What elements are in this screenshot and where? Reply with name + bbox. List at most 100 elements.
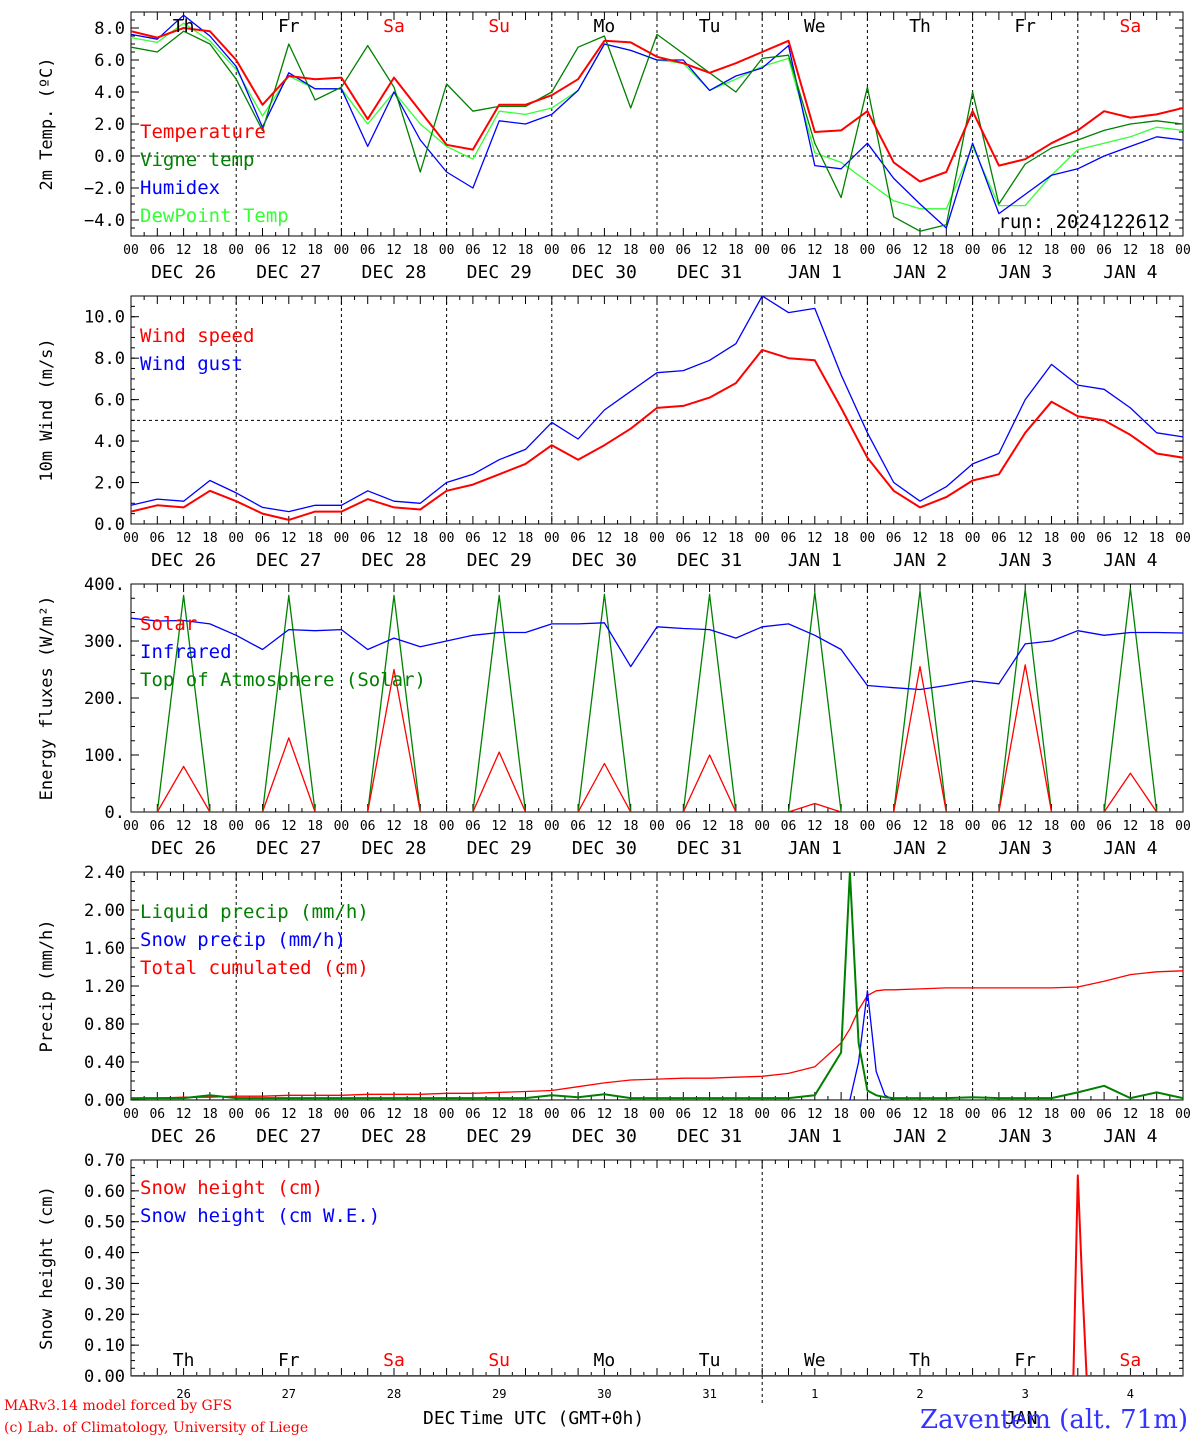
day-label: DEC 29 bbox=[467, 550, 532, 571]
day-number: 27 bbox=[282, 1387, 296, 1401]
hour-tick-label: 00 bbox=[754, 819, 770, 834]
x-ticks bbox=[130, 12, 1184, 236]
hour-tick-label: 18 bbox=[518, 531, 534, 546]
day-number-labels: 26 27 28 29 30 31 1 2 3 4 bbox=[176, 1387, 1134, 1401]
weekday-label: Th bbox=[173, 1350, 195, 1371]
legend-entry: Total cumulated (cm) bbox=[140, 957, 369, 979]
hour-tick-label: 18 bbox=[307, 531, 323, 546]
y-tick-label: 6.0 bbox=[94, 391, 125, 411]
day-label: JAN 4 bbox=[1103, 550, 1157, 571]
hour-tick-label: 06 bbox=[781, 531, 797, 546]
day-label: DEC 26 bbox=[151, 838, 216, 859]
y-tick-label: 2.40 bbox=[84, 863, 125, 883]
hour-tick-label: 18 bbox=[412, 1107, 428, 1122]
day-number: 28 bbox=[387, 1387, 401, 1401]
month-right-label: JAN bbox=[1005, 1408, 1038, 1429]
day-label: DEC 26 bbox=[151, 550, 216, 571]
y-tick-label: 0. bbox=[105, 803, 125, 823]
hour-tick-label: 06 bbox=[149, 819, 165, 834]
y-tick-label: 0.20 bbox=[84, 1305, 125, 1325]
hour-tick-label: 18 bbox=[518, 243, 534, 258]
hour-tick-label: 18 bbox=[307, 819, 323, 834]
hour-tick-label: 12 bbox=[702, 243, 718, 258]
hour-tick-label: 06 bbox=[255, 1107, 271, 1122]
legend-entry: Vigne temp bbox=[140, 149, 254, 171]
hour-tick-label: 00 bbox=[123, 1107, 139, 1122]
y-axis-title: 10m Wind (m/s) bbox=[37, 338, 57, 481]
day-label: DEC 31 bbox=[677, 1126, 742, 1147]
x-tick-labels: 00 06 12 18 00 06 12 18 00 06 12 18 00 06 12 18 00 06 12 18… bbox=[123, 819, 1191, 859]
hour-tick-label: 06 bbox=[570, 243, 586, 258]
y-tick-label: 4.0 bbox=[94, 83, 125, 103]
day-label: JAN 3 bbox=[998, 838, 1052, 859]
hour-tick-label: 18 bbox=[412, 243, 428, 258]
weekday-label: Fr bbox=[278, 16, 300, 37]
series-line-3 bbox=[131, 14, 1183, 229]
hour-tick-label: 06 bbox=[149, 243, 165, 258]
y-tick-label: 4.0 bbox=[94, 432, 125, 452]
hour-tick-label: 12 bbox=[281, 819, 297, 834]
hour-tick-label: 06 bbox=[781, 819, 797, 834]
hour-tick-label: 00 bbox=[1175, 243, 1191, 258]
hour-tick-label: 00 bbox=[965, 531, 981, 546]
day-label: JAN 2 bbox=[893, 1126, 947, 1147]
hour-tick-label: 06 bbox=[781, 1107, 797, 1122]
hour-tick-label: 12 bbox=[1123, 1107, 1139, 1122]
hour-tick-label: 12 bbox=[1123, 531, 1139, 546]
hour-tick-label: 18 bbox=[938, 243, 954, 258]
day-label: DEC 28 bbox=[361, 1126, 426, 1147]
hour-tick-label: 18 bbox=[1044, 819, 1060, 834]
hour-tick-label: 18 bbox=[307, 1107, 323, 1122]
hour-tick-label: 12 bbox=[702, 531, 718, 546]
series-line-3 bbox=[131, 970, 1183, 1100]
hour-tick-label: 12 bbox=[597, 1107, 613, 1122]
day-label: JAN 1 bbox=[788, 838, 842, 859]
day-label: JAN 3 bbox=[998, 1126, 1052, 1147]
y-tick-label: 0.70 bbox=[84, 1151, 125, 1171]
panels: 8.0 6.0 4.0 2.0 0.0 −2.0 −4.0 2m Temp. (ºC) 00 06… bbox=[37, 11, 1191, 1406]
day-label: JAN 4 bbox=[1103, 1126, 1157, 1147]
legend-entry: Wind speed bbox=[140, 325, 254, 347]
legend: Temperature Vigne temp Humidex DewPoint Tem… bbox=[140, 121, 289, 227]
hour-tick-label: 06 bbox=[675, 531, 691, 546]
weekday-label: Th bbox=[173, 16, 195, 37]
panel-2: 10.0 8.0 6.0 4.0 2.0 0.0 10m Wind (m/s) 00 06 12 1… bbox=[37, 295, 1191, 571]
day-label: DEC 30 bbox=[572, 1126, 637, 1147]
hour-tick-label: 18 bbox=[412, 819, 428, 834]
hour-tick-label: 00 bbox=[1070, 243, 1086, 258]
hour-tick-label: 06 bbox=[886, 531, 902, 546]
day-label: JAN 3 bbox=[998, 550, 1052, 571]
weekday-label: Th bbox=[909, 1350, 931, 1371]
hour-tick-label: 12 bbox=[386, 1107, 402, 1122]
hour-tick-label: 00 bbox=[334, 1107, 350, 1122]
series-line-1 bbox=[131, 1174, 1183, 1376]
hour-tick-label: 00 bbox=[544, 819, 560, 834]
legend-entry: Liquid precip (mm/h) bbox=[140, 901, 369, 923]
hour-tick-label: 06 bbox=[255, 531, 271, 546]
weekday-label: Sa bbox=[1120, 16, 1142, 37]
y-tick-label: 2.0 bbox=[94, 115, 125, 135]
hour-tick-label: 06 bbox=[360, 243, 376, 258]
hour-tick-label: 12 bbox=[176, 531, 192, 546]
day-label: DEC 26 bbox=[151, 262, 216, 283]
y-tick-label: 2.0 bbox=[94, 474, 125, 494]
hour-tick-label: 00 bbox=[334, 819, 350, 834]
hour-tick-label: 00 bbox=[228, 243, 244, 258]
hour-tick-label: 00 bbox=[439, 819, 455, 834]
weekday-label: Th bbox=[909, 16, 931, 37]
hour-tick-label: 06 bbox=[991, 531, 1007, 546]
legend-entry: Snow height (cm W.E.) bbox=[140, 1205, 380, 1227]
series-line-1 bbox=[131, 872, 1183, 1100]
hour-tick-label: 18 bbox=[202, 531, 218, 546]
hour-tick-label: 18 bbox=[938, 531, 954, 546]
day-label: DEC 31 bbox=[677, 262, 742, 283]
hour-tick-label: 18 bbox=[518, 1107, 534, 1122]
hour-tick-label: 00 bbox=[965, 243, 981, 258]
y-tick-label: 1.60 bbox=[84, 939, 125, 959]
weekday-labels-top: Th Fr Sa Su Mo Tu We Th Fr Sa bbox=[173, 16, 1141, 37]
weekday-label: Fr bbox=[1014, 1350, 1036, 1371]
day-number: 29 bbox=[492, 1387, 506, 1401]
hour-tick-label: 12 bbox=[386, 243, 402, 258]
hour-tick-label: 00 bbox=[649, 243, 665, 258]
series-line-1 bbox=[131, 348, 1183, 521]
